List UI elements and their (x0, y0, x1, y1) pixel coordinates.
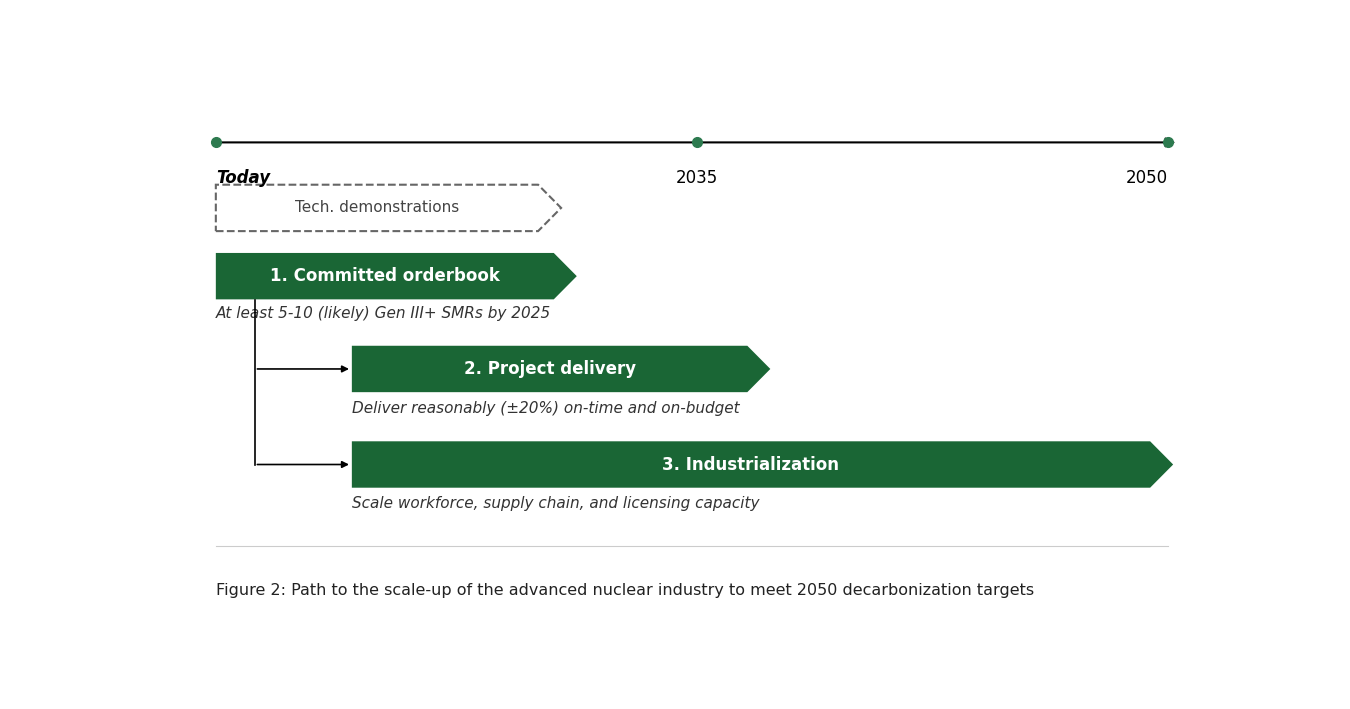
Text: 2. Project delivery: 2. Project delivery (463, 360, 636, 378)
Polygon shape (352, 346, 771, 392)
Text: Today: Today (216, 169, 270, 186)
Text: 3. Industrialization: 3. Industrialization (663, 455, 840, 474)
Text: Tech. demonstrations: Tech. demonstrations (294, 201, 459, 216)
Text: At least 5-10 (likely) Gen III+ SMRs by 2025: At least 5-10 (likely) Gen III+ SMRs by … (216, 306, 551, 321)
Text: 2050: 2050 (1126, 169, 1168, 186)
Text: 2035: 2035 (676, 169, 718, 186)
Text: 1. Committed orderbook: 1. Committed orderbook (270, 267, 500, 285)
Text: Scale workforce, supply chain, and licensing capacity: Scale workforce, supply chain, and licen… (352, 496, 759, 511)
Polygon shape (216, 253, 576, 299)
Polygon shape (352, 441, 1173, 488)
Text: Figure 2: Path to the scale-up of the advanced nuclear industry to meet 2050 dec: Figure 2: Path to the scale-up of the ad… (216, 584, 1034, 598)
Text: Deliver reasonably (±20%) on-time and on-budget: Deliver reasonably (±20%) on-time and on… (352, 401, 740, 415)
